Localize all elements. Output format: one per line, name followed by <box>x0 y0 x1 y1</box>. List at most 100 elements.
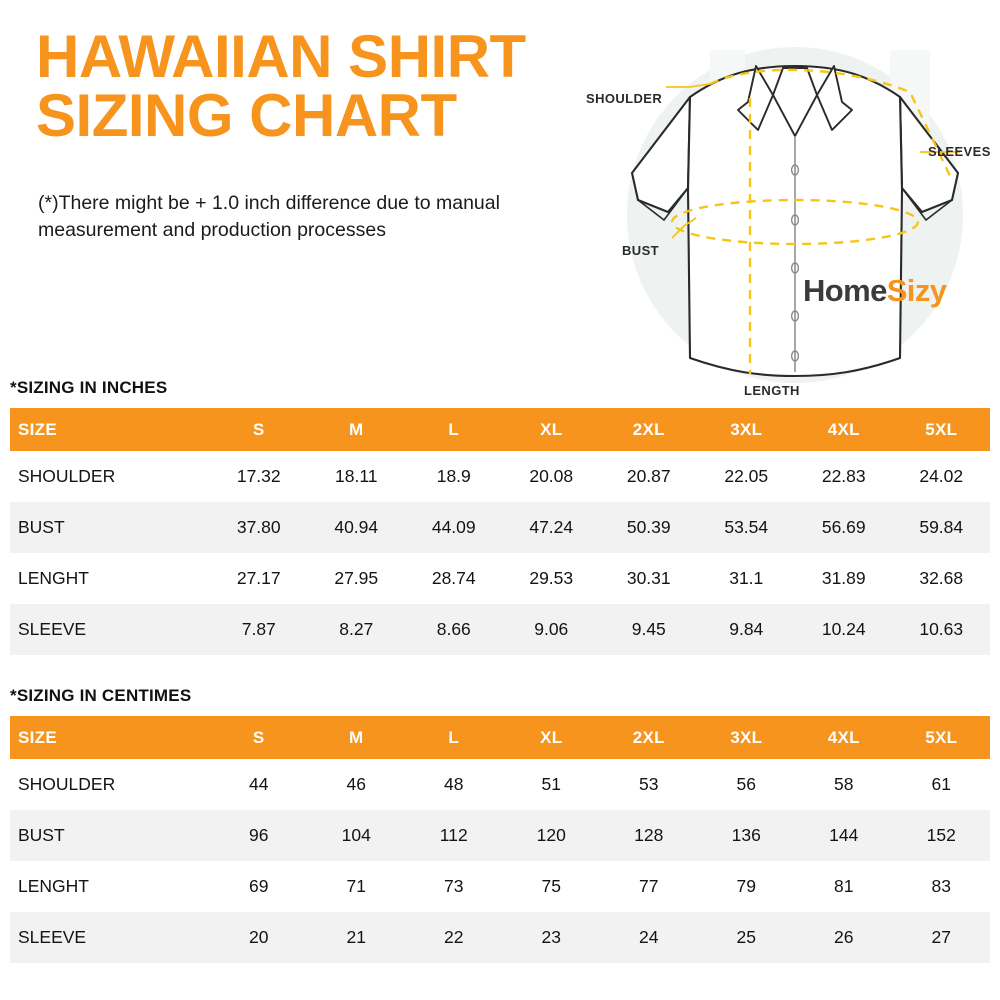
cell-4xl: 22.83 <box>795 451 893 502</box>
table-body-centimeters: SHOULDER 44 46 48 51 53 56 58 61 BUST 96… <box>10 759 990 963</box>
cell-3xl: 25 <box>697 912 795 963</box>
logo-text-sizy: Sizy <box>886 273 947 308</box>
page-title-line-2: SIZING CHART <box>36 81 457 149</box>
left-cuff <box>637 187 689 222</box>
cell-4xl: 26 <box>795 912 893 963</box>
row-label: BUST <box>10 502 210 553</box>
cell-s: 27.17 <box>210 553 308 604</box>
cell-s: 44 <box>210 759 308 810</box>
cell-l: 112 <box>405 810 503 861</box>
col-header-s: S <box>210 408 308 451</box>
cell-5xl: 83 <box>892 861 990 912</box>
cell-3xl: 22.05 <box>697 451 795 502</box>
homesizy-logo: HomeSizy <box>803 273 947 309</box>
figure-label-bust: BUST <box>622 243 659 258</box>
col-header-s: S <box>210 716 308 759</box>
cell-l: 18.9 <box>405 451 503 502</box>
button-4 <box>790 310 800 322</box>
col-header-m: M <box>307 716 405 759</box>
col-header-5xl: 5XL <box>892 408 990 451</box>
bust-leader <box>671 217 697 239</box>
cell-2xl: 77 <box>600 861 698 912</box>
cell-2xl: 53 <box>600 759 698 810</box>
cell-m: 40.94 <box>307 502 405 553</box>
col-header-5xl: 5XL <box>892 716 990 759</box>
cell-4xl: 56.69 <box>795 502 893 553</box>
row-label: SHOULDER <box>10 759 210 810</box>
cell-xl: 120 <box>502 810 600 861</box>
cell-3xl: 79 <box>697 861 795 912</box>
col-header-xl: XL <box>502 716 600 759</box>
button-group <box>790 164 800 362</box>
cell-4xl: 31.89 <box>795 553 893 604</box>
cell-m: 104 <box>307 810 405 861</box>
section-caption-inches: *SIZING IN INCHES <box>10 378 168 397</box>
table-row: BUST 96 104 112 120 128 136 144 152 <box>10 810 990 861</box>
measurement-guides <box>670 68 954 374</box>
cell-4xl: 81 <box>795 861 893 912</box>
cell-2xl: 50.39 <box>600 502 698 553</box>
cell-s: 37.80 <box>210 502 308 553</box>
cell-4xl: 144 <box>795 810 893 861</box>
button-1 <box>790 164 800 176</box>
cell-s: 20 <box>210 912 308 963</box>
row-label: SHOULDER <box>10 451 210 502</box>
table-row: SHOULDER 44 46 48 51 53 56 58 61 <box>10 759 990 810</box>
shirt-diagram: SHOULDER SLEEVES BUST LENGTH HomeSizy <box>560 40 1000 410</box>
cell-4xl: 10.24 <box>795 604 893 655</box>
cell-l: 44.09 <box>405 502 503 553</box>
row-label: LENGHT <box>10 861 210 912</box>
figure-label-length: LENGTH <box>744 383 800 398</box>
cell-xl: 20.08 <box>502 451 600 502</box>
cell-l: 73 <box>405 861 503 912</box>
cell-m: 46 <box>307 759 405 810</box>
cell-4xl: 58 <box>795 759 893 810</box>
cell-5xl: 32.68 <box>892 553 990 604</box>
table-head-centimeters: SIZE S M L XL 2XL 3XL 4XL 5XL <box>10 716 990 759</box>
cell-m: 27.95 <box>307 553 405 604</box>
button-2 <box>790 214 800 226</box>
cell-3xl: 136 <box>697 810 795 861</box>
cell-5xl: 24.02 <box>892 451 990 502</box>
table-header-row: SIZE S M L XL 2XL 3XL 4XL 5XL <box>10 716 990 759</box>
leader-lines <box>666 83 960 239</box>
table-row: LENGHT 69 71 73 75 77 79 81 83 <box>10 861 990 912</box>
cell-s: 96 <box>210 810 308 861</box>
col-header-size: SIZE <box>10 408 210 451</box>
figure-label-shoulder: SHOULDER <box>586 91 663 106</box>
right-cuff <box>901 187 953 222</box>
cell-2xl: 24 <box>600 912 698 963</box>
col-header-m: M <box>307 408 405 451</box>
cell-2xl: 30.31 <box>600 553 698 604</box>
page-title: HAWAIIAN SHIRT SIZING CHART <box>36 23 636 149</box>
bust-guide <box>670 198 920 246</box>
cell-l: 28.74 <box>405 553 503 604</box>
table-body-inches: SHOULDER 17.32 18.11 18.9 20.08 20.87 22… <box>10 451 990 655</box>
cell-xl: 47.24 <box>502 502 600 553</box>
col-header-xl: XL <box>502 408 600 451</box>
measurement-disclaimer: (*)There might be + 1.0 inch difference … <box>38 192 500 241</box>
page-title-line-1: HAWAIIAN SHIRT <box>36 23 526 90</box>
cell-xl: 51 <box>502 759 600 810</box>
collar-right <box>816 65 853 131</box>
col-header-4xl: 4XL <box>795 408 893 451</box>
cell-5xl: 27 <box>892 912 990 963</box>
cell-2xl: 9.45 <box>600 604 698 655</box>
col-header-l: L <box>405 716 503 759</box>
cell-s: 69 <box>210 861 308 912</box>
col-header-2xl: 2XL <box>600 408 698 451</box>
row-label: SLEEVE <box>10 604 210 655</box>
cell-2xl: 128 <box>600 810 698 861</box>
cell-3xl: 53.54 <box>697 502 795 553</box>
row-label: BUST <box>10 810 210 861</box>
cell-3xl: 9.84 <box>697 604 795 655</box>
col-header-3xl: 3XL <box>697 408 795 451</box>
button-5 <box>790 350 800 362</box>
cell-5xl: 10.63 <box>892 604 990 655</box>
shirt-illustration-svg <box>627 47 963 383</box>
figure-label-sleeves: SLEEVES <box>928 144 991 159</box>
sizing-table-centimeters: SIZE S M L XL 2XL 3XL 4XL 5XL SHOULDER 4… <box>10 716 990 963</box>
col-header-2xl: 2XL <box>600 716 698 759</box>
collar-center <box>772 67 818 137</box>
shoulder-leader <box>666 83 711 88</box>
